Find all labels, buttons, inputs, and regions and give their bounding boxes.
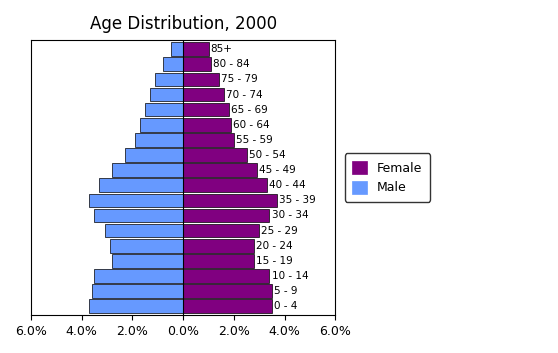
Text: 55 - 59: 55 - 59 bbox=[236, 135, 273, 145]
Bar bbox=[145, 103, 183, 116]
Text: 45 - 49: 45 - 49 bbox=[259, 165, 296, 175]
Bar bbox=[94, 209, 183, 222]
Bar bbox=[183, 179, 267, 192]
Bar bbox=[125, 148, 183, 162]
Bar bbox=[135, 133, 183, 147]
Bar bbox=[150, 88, 183, 101]
Text: 80 - 84: 80 - 84 bbox=[213, 59, 250, 69]
Bar bbox=[155, 73, 183, 86]
Text: 35 - 39: 35 - 39 bbox=[279, 195, 316, 205]
Text: 40 - 44: 40 - 44 bbox=[269, 180, 306, 190]
Text: 85+: 85+ bbox=[210, 44, 233, 54]
Title: Age Distribution, 2000: Age Distribution, 2000 bbox=[90, 15, 277, 33]
Text: 65 - 69: 65 - 69 bbox=[231, 104, 268, 115]
Text: 25 - 29: 25 - 29 bbox=[261, 226, 298, 235]
Bar bbox=[183, 163, 257, 177]
Text: 15 - 19: 15 - 19 bbox=[256, 256, 293, 266]
Text: 5 - 9: 5 - 9 bbox=[274, 286, 297, 296]
Bar bbox=[183, 299, 272, 313]
Bar bbox=[183, 88, 224, 101]
Bar bbox=[89, 299, 183, 313]
Bar bbox=[183, 103, 229, 116]
Bar bbox=[183, 209, 270, 222]
Text: 75 - 79: 75 - 79 bbox=[221, 74, 257, 84]
Bar bbox=[183, 193, 277, 207]
Bar bbox=[109, 239, 183, 252]
Bar bbox=[183, 133, 234, 147]
Bar bbox=[183, 42, 209, 56]
Bar bbox=[183, 239, 254, 252]
Bar bbox=[183, 73, 219, 86]
Bar bbox=[183, 118, 232, 132]
Text: 10 - 14: 10 - 14 bbox=[272, 271, 308, 281]
Bar bbox=[89, 193, 183, 207]
Bar bbox=[99, 179, 183, 192]
Text: 50 - 54: 50 - 54 bbox=[249, 150, 285, 160]
Text: 0 - 4: 0 - 4 bbox=[274, 301, 297, 311]
Legend: Female, Male: Female, Male bbox=[345, 154, 430, 202]
Bar bbox=[140, 118, 183, 132]
Bar bbox=[163, 58, 183, 71]
Text: 70 - 74: 70 - 74 bbox=[226, 90, 262, 100]
Bar bbox=[112, 254, 183, 268]
Bar bbox=[183, 58, 211, 71]
Bar bbox=[92, 284, 183, 298]
Bar bbox=[183, 254, 254, 268]
Text: 20 - 24: 20 - 24 bbox=[256, 241, 293, 251]
Text: 60 - 64: 60 - 64 bbox=[233, 120, 270, 130]
Bar bbox=[104, 224, 183, 238]
Bar bbox=[112, 163, 183, 177]
Bar bbox=[183, 148, 247, 162]
Bar bbox=[183, 269, 270, 283]
Bar bbox=[94, 269, 183, 283]
Bar bbox=[183, 284, 272, 298]
Bar bbox=[171, 42, 183, 56]
Bar bbox=[183, 224, 259, 238]
Text: 30 - 34: 30 - 34 bbox=[272, 210, 308, 221]
